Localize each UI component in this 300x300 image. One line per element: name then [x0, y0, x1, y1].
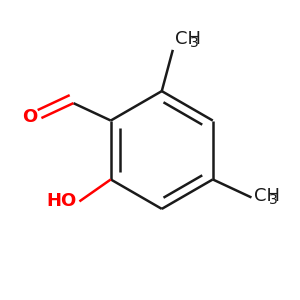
Text: O: O: [22, 108, 38, 126]
Text: CH: CH: [254, 187, 280, 205]
Text: 3: 3: [190, 36, 199, 50]
Text: HO: HO: [47, 192, 77, 210]
Text: CH: CH: [175, 29, 201, 47]
Text: 3: 3: [268, 193, 277, 206]
